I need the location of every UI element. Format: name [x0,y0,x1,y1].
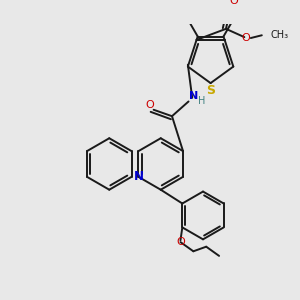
Text: N: N [134,170,143,183]
Text: CH₃: CH₃ [270,30,288,40]
Text: O: O [242,33,250,43]
Text: O: O [229,0,238,6]
Text: S: S [206,84,215,97]
Text: O: O [146,100,154,110]
Text: H: H [198,97,205,106]
Text: O: O [176,237,185,247]
Text: N: N [189,91,199,101]
